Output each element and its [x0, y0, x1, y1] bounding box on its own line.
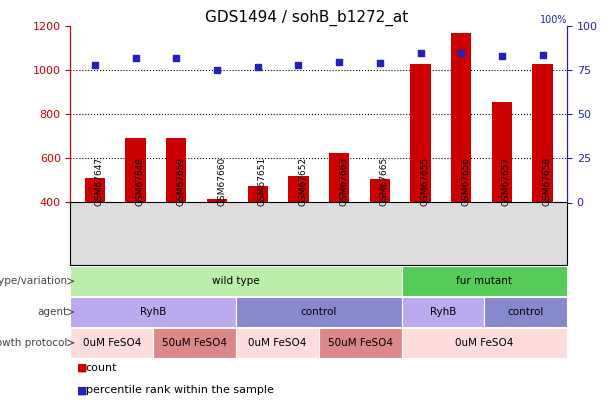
Point	[90, 62, 100, 68]
Text: control: control	[300, 307, 337, 317]
Text: percentile rank within the sample: percentile rank within the sample	[86, 385, 273, 395]
Text: GSM67656: GSM67656	[461, 156, 470, 206]
Text: agent: agent	[37, 307, 67, 317]
Text: genotype/variation: genotype/variation	[0, 276, 67, 286]
Point	[334, 58, 344, 65]
Text: GSM67658: GSM67658	[543, 156, 552, 206]
Bar	[329, 153, 349, 291]
Bar	[492, 102, 512, 291]
Text: control: control	[508, 307, 544, 317]
Text: ■: ■	[77, 385, 87, 395]
Point	[131, 55, 140, 61]
Bar	[248, 186, 268, 291]
Text: 100%: 100%	[539, 15, 567, 25]
Bar	[402, 297, 484, 327]
Bar	[70, 297, 236, 327]
Bar	[484, 297, 567, 327]
Text: GSM67652: GSM67652	[299, 156, 307, 206]
Text: GSM67651: GSM67651	[257, 156, 267, 206]
Text: count: count	[86, 363, 117, 373]
Bar	[70, 328, 153, 358]
Bar	[126, 138, 146, 291]
Text: GSM67647: GSM67647	[95, 156, 104, 206]
Point	[253, 64, 262, 70]
Bar	[153, 328, 236, 358]
Point	[294, 62, 303, 68]
Bar	[402, 266, 567, 296]
Point	[416, 49, 425, 56]
Text: GSM67659: GSM67659	[177, 156, 185, 206]
Text: 50uM FeSO4: 50uM FeSO4	[162, 338, 227, 348]
Text: wild type: wild type	[212, 276, 260, 286]
Text: GSM67655: GSM67655	[421, 156, 430, 206]
Bar	[402, 328, 567, 358]
Bar	[533, 64, 553, 291]
Point	[538, 51, 547, 58]
Bar	[288, 176, 308, 291]
Text: GSM67657: GSM67657	[502, 156, 511, 206]
Bar	[166, 138, 186, 291]
Point	[212, 67, 222, 74]
Text: 0uM FeSO4: 0uM FeSO4	[248, 338, 306, 348]
Point	[497, 53, 507, 60]
Text: GSM67663: GSM67663	[339, 156, 348, 206]
Text: GSM67648: GSM67648	[135, 156, 145, 206]
Point	[456, 49, 466, 56]
Bar	[236, 328, 319, 358]
Text: RyhB: RyhB	[140, 307, 167, 317]
Bar	[451, 33, 471, 291]
Text: GDS1494 / sohB_b1272_at: GDS1494 / sohB_b1272_at	[205, 10, 408, 26]
Text: GSM67660: GSM67660	[217, 156, 226, 206]
Bar	[236, 297, 402, 327]
Text: 50uM FeSO4: 50uM FeSO4	[327, 338, 393, 348]
Text: RyhB: RyhB	[430, 307, 456, 317]
Bar	[410, 64, 431, 291]
Text: 0uM FeSO4: 0uM FeSO4	[83, 338, 141, 348]
Text: fur mutant: fur mutant	[456, 276, 512, 286]
Text: GSM67665: GSM67665	[380, 156, 389, 206]
Bar	[207, 199, 227, 291]
Bar	[319, 328, 402, 358]
Bar	[70, 266, 402, 296]
Bar	[85, 178, 105, 291]
Text: 0uM FeSO4: 0uM FeSO4	[455, 338, 514, 348]
Text: ■: ■	[77, 363, 87, 373]
Point	[375, 60, 385, 66]
Point	[172, 55, 181, 61]
Text: growth protocol: growth protocol	[0, 338, 67, 348]
Bar	[370, 179, 390, 291]
